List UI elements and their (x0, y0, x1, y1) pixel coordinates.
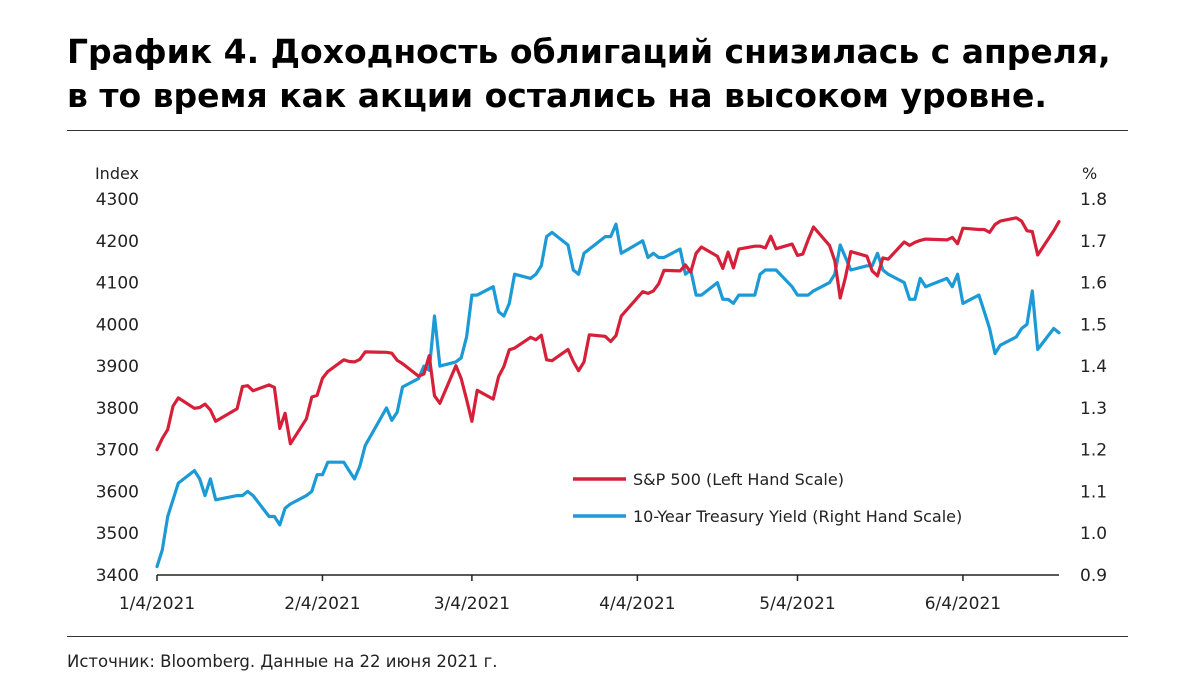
right-tick-label: 1.2 (1080, 441, 1107, 461)
right-tick-label: 1.7 (1080, 232, 1107, 252)
left-axis-unit: Index (95, 164, 139, 183)
x-tick-label: 5/4/2021 (759, 594, 835, 614)
legend-label-sp500: S&P 500 (Left Hand Scale) (633, 470, 844, 489)
left-tick-label: 4100 (96, 274, 139, 294)
left-tick-label: 3500 (96, 524, 139, 544)
right-tick-label: 0.9 (1080, 566, 1107, 586)
x-tick-label: 4/4/2021 (599, 594, 675, 614)
chart-title: График 4. Доходность облигаций снизилась… (67, 30, 1167, 118)
chart-legend: S&P 500 (Left Hand Scale) 10-Year Treasur… (573, 470, 962, 526)
legend-label-treasury: 10-Year Treasury Yield (Right Hand Scale… (633, 507, 962, 526)
right-tick-label: 1.1 (1080, 482, 1107, 502)
left-tick-label: 4200 (96, 232, 139, 252)
left-tick-label: 3600 (96, 482, 139, 502)
left-tick-label: 3800 (96, 399, 139, 419)
left-tick-label: 3700 (96, 441, 139, 461)
left-tick-label: 3400 (96, 566, 139, 586)
left-tick-label: 4300 (96, 190, 139, 210)
chart-axes: 1/4/2021 2/4/2021 3/4/2021 4/4/2021 5/4/2021… (95, 164, 1107, 614)
top-divider (67, 130, 1128, 131)
source-note: Источник: Bloomberg. Данные на 22 июня 2… (67, 652, 498, 671)
right-axis-unit: % (1082, 164, 1097, 183)
right-tick-label: 1.3 (1080, 399, 1107, 419)
right-tick-label: 1.0 (1080, 524, 1107, 544)
left-tick-label: 4000 (96, 315, 139, 335)
sp500-line (155, 216, 1061, 452)
chart-title-line-2: в то время как акции остались на высоком… (67, 76, 1047, 115)
right-tick-label: 1.4 (1080, 357, 1107, 377)
treasury-yield-line (155, 222, 1061, 569)
chart-series (155, 216, 1061, 569)
x-tick-label: 1/4/2021 (119, 594, 195, 614)
chart-title-line-1: График 4. Доходность облигаций снизилась… (67, 32, 1111, 71)
right-tick-label: 1.6 (1080, 274, 1107, 294)
right-tick-label: 1.5 (1080, 315, 1107, 335)
x-tick-label: 3/4/2021 (434, 594, 510, 614)
bottom-divider (67, 636, 1128, 637)
x-tick-label: 2/4/2021 (284, 594, 360, 614)
left-tick-label: 3900 (96, 357, 139, 377)
right-tick-label: 1.8 (1080, 190, 1107, 210)
x-tick-label: 6/4/2021 (925, 594, 1001, 614)
